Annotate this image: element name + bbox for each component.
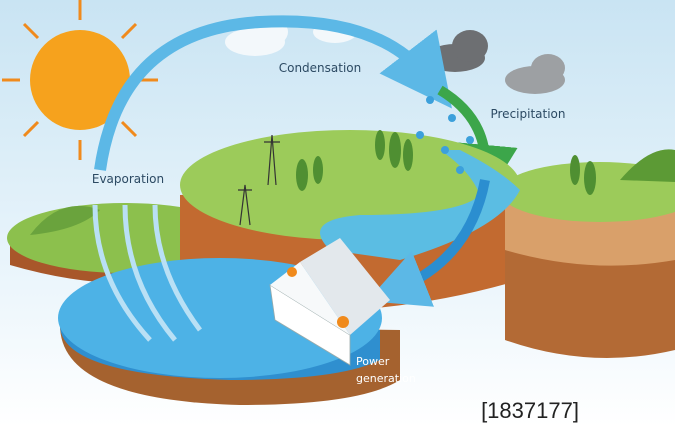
water-cycle-diagram: Condensation Precipitation Evaporation P…	[0, 0, 675, 426]
label: generation	[356, 372, 416, 385]
label: Power	[356, 355, 390, 368]
label: Evaporation	[92, 172, 164, 186]
label: Precipitation	[490, 107, 565, 121]
image-id: [1837177]	[481, 398, 579, 423]
label: Condensation	[279, 61, 362, 75]
